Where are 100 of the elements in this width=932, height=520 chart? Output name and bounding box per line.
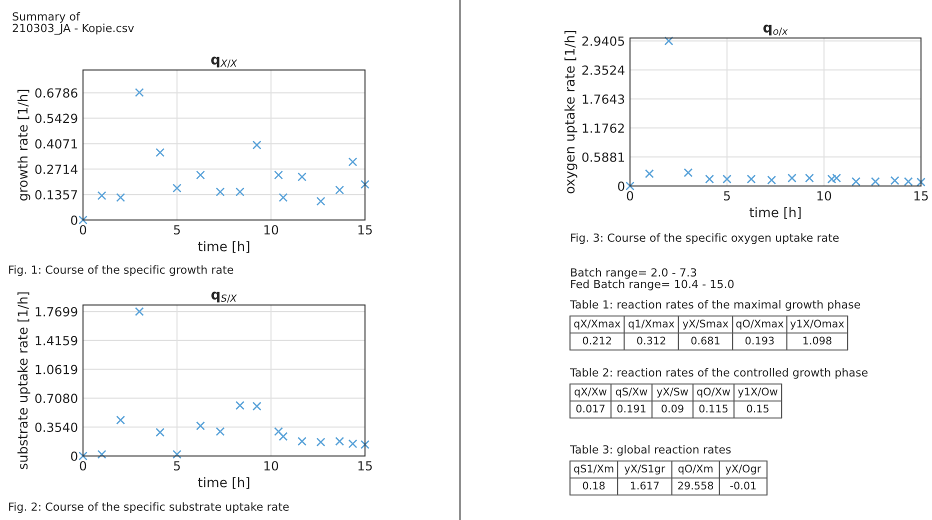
point: [722, 174, 732, 184]
point: [216, 187, 225, 196]
point: [196, 170, 205, 180]
text: Table 2: reaction rates of the controlled growth phase: [570, 368, 868, 379]
x-tick-label: 10: [264, 461, 278, 471]
x-tick-label: 0: [80, 461, 86, 471]
point: [916, 178, 926, 187]
point: [116, 193, 126, 202]
x-axis-title: time [h]: [750, 207, 801, 219]
y-tick-label: 0.1357: [35, 190, 78, 200]
x-tick-label: 5: [724, 191, 730, 201]
data-label: -0.01: [730, 482, 756, 490]
y-tick-label: 0: [71, 215, 78, 225]
point: [804, 174, 814, 183]
point: [360, 180, 370, 189]
text: Table 3: global reaction rates: [570, 445, 731, 456]
point: [278, 193, 288, 202]
point: [298, 436, 307, 446]
x-tick-label: 15: [358, 225, 372, 235]
point: [767, 176, 776, 185]
data-label: 0.017: [576, 404, 605, 413]
point: [316, 438, 326, 447]
point: [252, 402, 262, 411]
y-tick-label: 0: [71, 451, 78, 461]
y-tick-label: 0.4071: [35, 139, 77, 149]
point: [787, 174, 796, 183]
y-axis-title: oxygen uptake rate [1/h]: [564, 30, 578, 194]
point: [335, 436, 344, 446]
text: Table 1: reaction rates of the maximal growth phase: [570, 300, 860, 311]
point: [684, 168, 693, 178]
data-label: 1.617: [630, 482, 659, 490]
y-tick-label: 1.7643: [582, 94, 624, 104]
point: [172, 184, 182, 193]
y-tick-label: 2.3524: [582, 65, 624, 75]
data-label: 0.312: [637, 336, 666, 345]
data-label: 29.558: [678, 482, 714, 490]
data-label: 0.18: [582, 482, 605, 490]
x-tick-label: 5: [174, 461, 180, 471]
y-axis-title: growth rate [1/h]: [17, 90, 30, 201]
x-tick-label: 15: [914, 191, 928, 201]
text: Batch range= 2.0 - 7.3 Fed Batch range= 10.4 - 15.0: [571, 268, 734, 290]
point: [644, 169, 654, 178]
category-label: yX/Sw: [656, 388, 688, 398]
y-tick-label: 0: [618, 181, 624, 191]
category-label: yX/S1gr: [624, 464, 666, 475]
point: [97, 191, 106, 200]
point: [116, 416, 126, 425]
y-tick-label: 0.2714: [35, 164, 78, 174]
point: [252, 140, 262, 150]
category-label: yX/Smax: [682, 320, 728, 330]
x-tick-label: 15: [358, 461, 372, 471]
point: [278, 432, 288, 441]
y-tick-label: 1.7699: [36, 307, 78, 316]
chart-title: q$_{S/X}$: [211, 292, 237, 303]
category-label: qX/Xw: [574, 388, 607, 398]
point: [156, 428, 165, 437]
x-tick-label: 0: [80, 225, 86, 235]
point: [360, 440, 370, 450]
data-label: 1.098: [803, 336, 832, 345]
point: [78, 452, 88, 460]
point: [134, 307, 144, 316]
point: [626, 182, 634, 190]
caption: Fig. 3: Course of the specific oxygen uptake rate: [571, 233, 839, 244]
point: [335, 186, 344, 194]
data-label: 0.681: [691, 336, 720, 345]
point: [235, 400, 244, 410]
category-label: y1X/Ow: [738, 388, 778, 398]
y-tick-label: 1.1762: [582, 123, 624, 133]
point: [274, 170, 284, 180]
point: [870, 177, 880, 186]
data-label: 0.15: [746, 404, 768, 413]
point: [705, 174, 714, 184]
data-label: 0.09: [662, 404, 684, 413]
point: [97, 450, 106, 459]
data-label: 0.191: [617, 404, 646, 413]
point: [348, 157, 358, 166]
y-tick-label: 0.6786: [35, 88, 78, 98]
category-label: qO/Xmax: [736, 320, 784, 330]
point: [172, 450, 182, 459]
category-label: yX/Ogr: [726, 464, 762, 475]
data-label: 0.212: [582, 336, 611, 345]
category-label: qX/Xmax: [574, 320, 620, 330]
category-label: qO/Xm: [678, 464, 713, 475]
data-label: 0.115: [699, 404, 728, 413]
caption: Fig. 1: Course of the specific growth rate: [9, 265, 234, 276]
category-label: qO/Xw: [697, 388, 730, 398]
point: [235, 187, 244, 196]
y-tick-label: 0.5429: [35, 114, 78, 124]
caption: Fig. 2: Course of the specific substrate uptake rate: [9, 502, 289, 513]
category-label: y1X/Omax: [790, 320, 844, 330]
point: [664, 36, 674, 46]
point: [904, 177, 913, 186]
point: [134, 88, 144, 97]
y-axis-title: substrate uptake rate [1/h]: [17, 292, 30, 470]
point: [890, 176, 900, 186]
category-label: qS/Xw: [616, 388, 648, 398]
data-label: 0.193: [745, 336, 774, 345]
x-axis-title: time [h]: [198, 477, 250, 489]
category-label: qS1/Xm: [574, 464, 614, 475]
y-tick-label: 0.7080: [35, 394, 78, 404]
